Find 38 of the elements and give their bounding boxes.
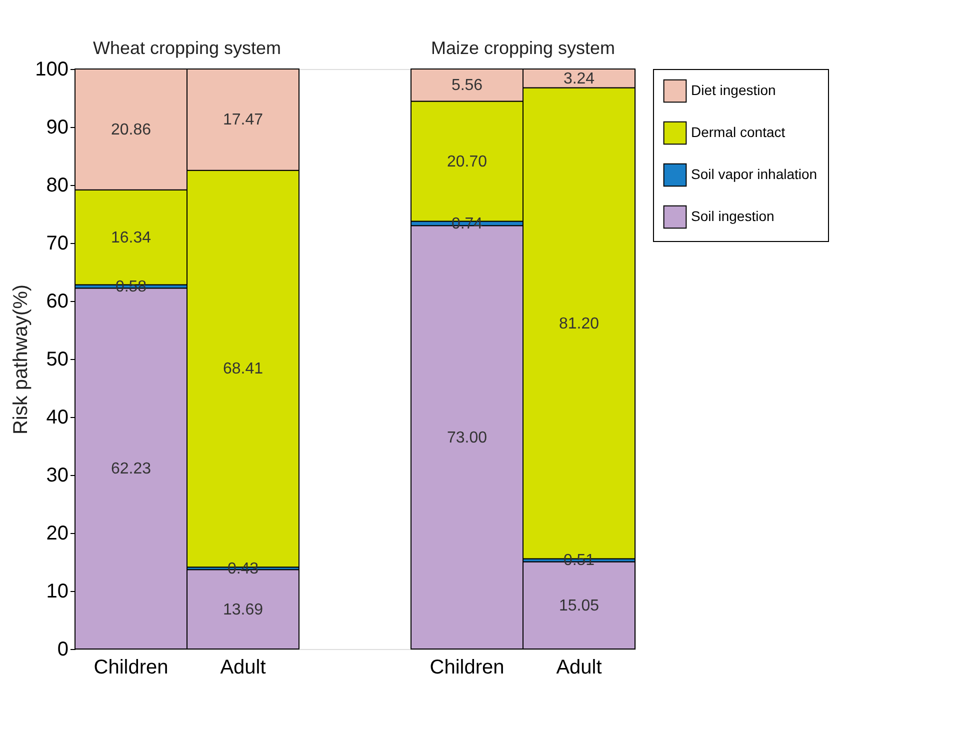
data-label: 15.05	[558, 597, 600, 614]
y-tick-label: 10	[46, 580, 68, 602]
legend-label: Diet ingestion	[691, 82, 776, 98]
y-tick-label: 100	[35, 58, 68, 80]
x-tick-label: Children	[94, 656, 168, 678]
y-tick-label: 0	[57, 638, 68, 660]
y-tick-label: 50	[46, 348, 68, 370]
data-label: 73.00	[446, 429, 488, 446]
legend-label: Dermal contact	[691, 124, 786, 140]
x-tick-label: Adult	[220, 656, 266, 678]
y-tick-label: 30	[46, 464, 68, 486]
data-label: 62.23	[110, 460, 152, 478]
data-label: 0.43	[227, 560, 259, 578]
y-tick-label: 60	[46, 290, 68, 312]
data-label: 16.34	[110, 229, 152, 246]
text: Maize cropping system	[430, 38, 616, 58]
data-label: 0.74	[451, 215, 483, 232]
text: Wheat cropping system	[92, 38, 282, 58]
data-label: 81.20	[558, 315, 600, 332]
x-tick-label: Children	[430, 656, 504, 678]
y-tick-label: 90	[46, 116, 68, 138]
data-label: 13.69	[222, 601, 264, 618]
data-label: 5.56	[451, 77, 483, 94]
x-tick-label: Adult	[556, 656, 602, 678]
y-tick-label: 40	[46, 406, 68, 428]
y-tick-label: 80	[46, 174, 68, 196]
legend-label: Soil vapor inhalation	[691, 166, 818, 182]
y-tick-label: 20	[46, 522, 68, 544]
legend-label: Soil ingestion	[691, 208, 774, 224]
data-label: 20.86	[110, 121, 152, 138]
data-label: 0.58	[115, 278, 147, 296]
data-label: 20.70	[446, 153, 488, 170]
data-label: 68.41	[222, 360, 264, 378]
data-label: 3.24	[563, 70, 595, 88]
y-axis-title: Risk pathway(%)	[10, 284, 32, 435]
y-tick-label: 70	[46, 232, 68, 254]
data-label: 17.47	[222, 112, 264, 129]
data-label: 0.51	[563, 552, 595, 570]
